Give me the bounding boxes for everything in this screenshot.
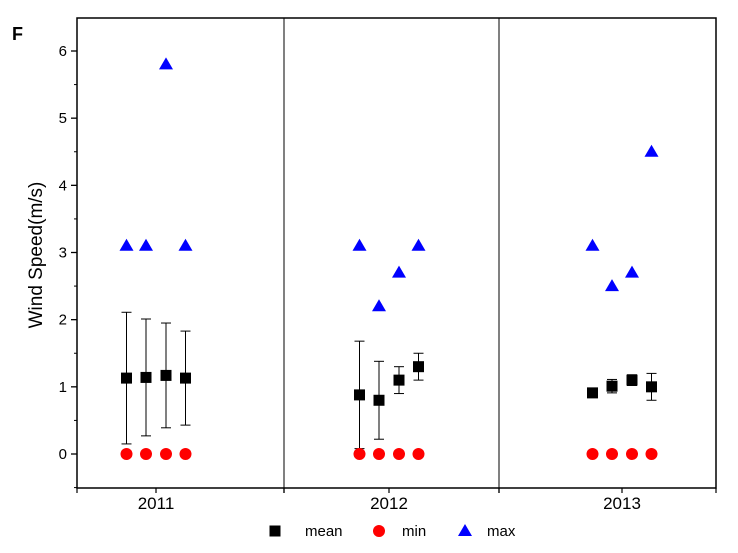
max-point (372, 299, 386, 312)
mean-point (626, 374, 638, 386)
min-point (645, 448, 658, 460)
mean-point (180, 372, 191, 384)
x-category-label: 2011 (138, 494, 175, 513)
plot-area: 0 1 2 3 4 5 6 2011 2012 2013 (59, 17, 717, 513)
y-tick-label: 2 (59, 312, 67, 329)
mean-point (373, 394, 385, 406)
min-point (393, 448, 405, 460)
mean-point (587, 387, 598, 399)
min-point (140, 448, 152, 460)
max-point (119, 238, 134, 251)
max-point (585, 238, 600, 251)
legend-label-min: min (402, 523, 426, 540)
max-point (178, 238, 193, 251)
min-point (353, 448, 366, 460)
x-category-label: 2013 (603, 494, 641, 513)
mean-point (413, 361, 424, 373)
legend-label-max: max (487, 523, 516, 540)
mean-point (646, 381, 657, 393)
legend-mean-marker (269, 525, 281, 537)
mean-point (354, 389, 365, 401)
y-tick-label: 5 (59, 110, 67, 127)
y-tick-label: 4 (59, 177, 67, 194)
max-point (392, 265, 406, 278)
min-point (586, 448, 599, 460)
plot-frame (76, 17, 717, 489)
legend-max-marker (458, 524, 472, 536)
min-point (412, 448, 425, 460)
max-point (605, 279, 619, 292)
min-point (120, 448, 133, 460)
min-point (373, 448, 385, 460)
y-tick-label: 0 (59, 446, 67, 463)
min-point (626, 448, 638, 460)
min-point (179, 448, 192, 460)
x-category-label: 2012 (370, 494, 408, 513)
max-point (625, 265, 639, 278)
legend: mean min max (269, 523, 516, 540)
legend-label-mean: mean (305, 523, 343, 540)
max-point (139, 238, 153, 251)
legend-min-marker (373, 525, 385, 537)
y-tick-label: 1 (59, 379, 67, 396)
min-point (606, 448, 618, 460)
min-point (160, 448, 172, 460)
y-axis-title: Wind Speed(m/s) (26, 182, 47, 329)
mean-point (121, 372, 132, 384)
mean-point (140, 371, 152, 383)
y-tick-label: 6 (59, 43, 67, 60)
panel-label: F (12, 24, 23, 44)
mean-point (606, 380, 618, 392)
max-point (411, 238, 426, 251)
max-point (352, 238, 367, 251)
max-point (644, 144, 659, 157)
max-point (159, 57, 173, 70)
mean-point (160, 369, 172, 381)
y-tick-label: 3 (59, 245, 67, 262)
mean-point (393, 374, 405, 386)
